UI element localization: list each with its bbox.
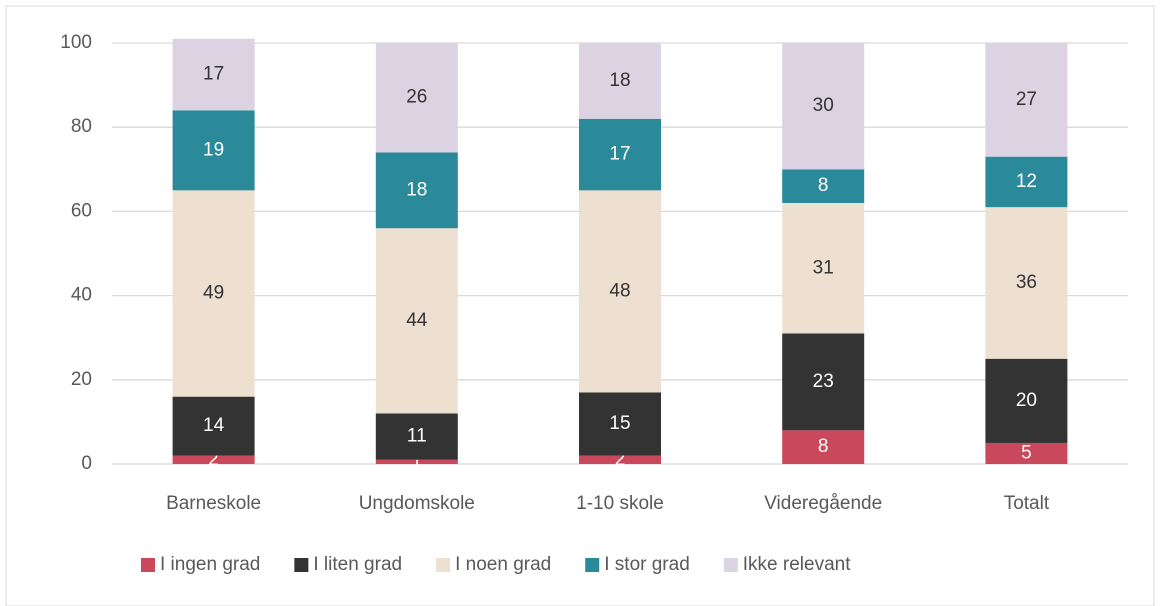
data-label: 1: [412, 451, 423, 472]
legend-label: I ingen grad: [160, 554, 260, 575]
data-label: 31: [813, 257, 834, 278]
data-label: 11: [407, 426, 427, 447]
data-label: 19: [203, 139, 224, 160]
y-tick-label: 80: [71, 116, 92, 137]
y-tick-label: 100: [60, 32, 92, 53]
data-label: 15: [609, 413, 630, 434]
data-label: 17: [609, 144, 630, 165]
data-label: 49: [203, 283, 224, 304]
bar-segment: [782, 169, 865, 203]
bar-segment: [579, 392, 661, 456]
x-tick-label: Ungdomskole: [359, 493, 475, 514]
bar-segment: [375, 459, 458, 464]
bar-segment: [172, 110, 255, 191]
data-label: 30: [813, 95, 834, 116]
bar-segment: [985, 207, 1068, 359]
data-label: 17: [203, 64, 224, 85]
legend-label: I noen grad: [455, 554, 551, 575]
data-label: 26: [406, 87, 427, 108]
data-label: 23: [813, 371, 834, 392]
y-tick-label: 40: [71, 285, 92, 306]
data-label: 18: [406, 179, 427, 200]
bar-segment: [375, 228, 458, 414]
bar-segment: [782, 43, 865, 170]
bar-segment: [985, 442, 1068, 464]
bar-segment: [375, 43, 458, 153]
legend-swatch: [436, 558, 451, 572]
data-label: 5: [1021, 442, 1032, 463]
y-tick-label: 60: [71, 200, 92, 221]
legend-label: I stor grad: [604, 554, 690, 575]
data-label: 12: [1016, 171, 1037, 192]
y-tick-label: 0: [81, 453, 92, 474]
y-tick-label: 20: [71, 369, 92, 390]
chart-border: [5, 5, 1155, 606]
data-label: 48: [609, 280, 630, 301]
data-label: 36: [1016, 272, 1037, 293]
legend-swatch: [585, 558, 600, 572]
bar-segment: [172, 455, 255, 464]
bar-segment: [985, 358, 1068, 443]
bar-segment: [579, 455, 661, 464]
data-label: 20: [1016, 390, 1037, 411]
bar-segment: [172, 190, 255, 397]
bar-segment: [782, 430, 865, 464]
bar-segment: [375, 413, 458, 460]
x-tick-label: Totalt: [1004, 493, 1050, 514]
data-label: 18: [609, 70, 630, 91]
bar-segment: [375, 152, 458, 229]
data-label: 2: [615, 449, 626, 470]
legend-swatch: [723, 558, 738, 572]
bar-segment: [985, 156, 1068, 208]
bar-segment: [782, 202, 865, 334]
x-tick-label: Barneskole: [166, 493, 261, 514]
legend-label: Ikke relevant: [743, 554, 851, 575]
data-label: 8: [818, 175, 829, 196]
bar-segment: [172, 38, 255, 111]
bar-segment: [579, 190, 661, 393]
x-tick-label: 1-10 skole: [576, 493, 664, 514]
data-label: 44: [406, 310, 428, 331]
x-tick-label: Videregående: [764, 493, 882, 514]
bar-segment: [579, 43, 661, 119]
bar-segment: [985, 43, 1068, 157]
bar-segment: [782, 333, 865, 431]
legend-swatch: [294, 558, 309, 572]
data-label: 8: [818, 436, 829, 457]
data-label: 27: [1016, 89, 1037, 110]
bar-segment: [172, 396, 255, 456]
data-label: 14: [203, 415, 225, 436]
legend-label: I liten grad: [313, 554, 402, 575]
data-label: 2: [208, 449, 219, 470]
bar-segment: [579, 118, 661, 191]
legend-swatch: [141, 558, 155, 572]
